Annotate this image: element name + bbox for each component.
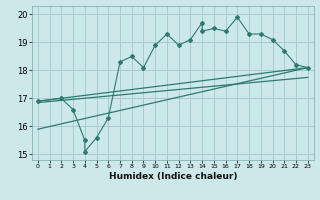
X-axis label: Humidex (Indice chaleur): Humidex (Indice chaleur) [108,172,237,181]
